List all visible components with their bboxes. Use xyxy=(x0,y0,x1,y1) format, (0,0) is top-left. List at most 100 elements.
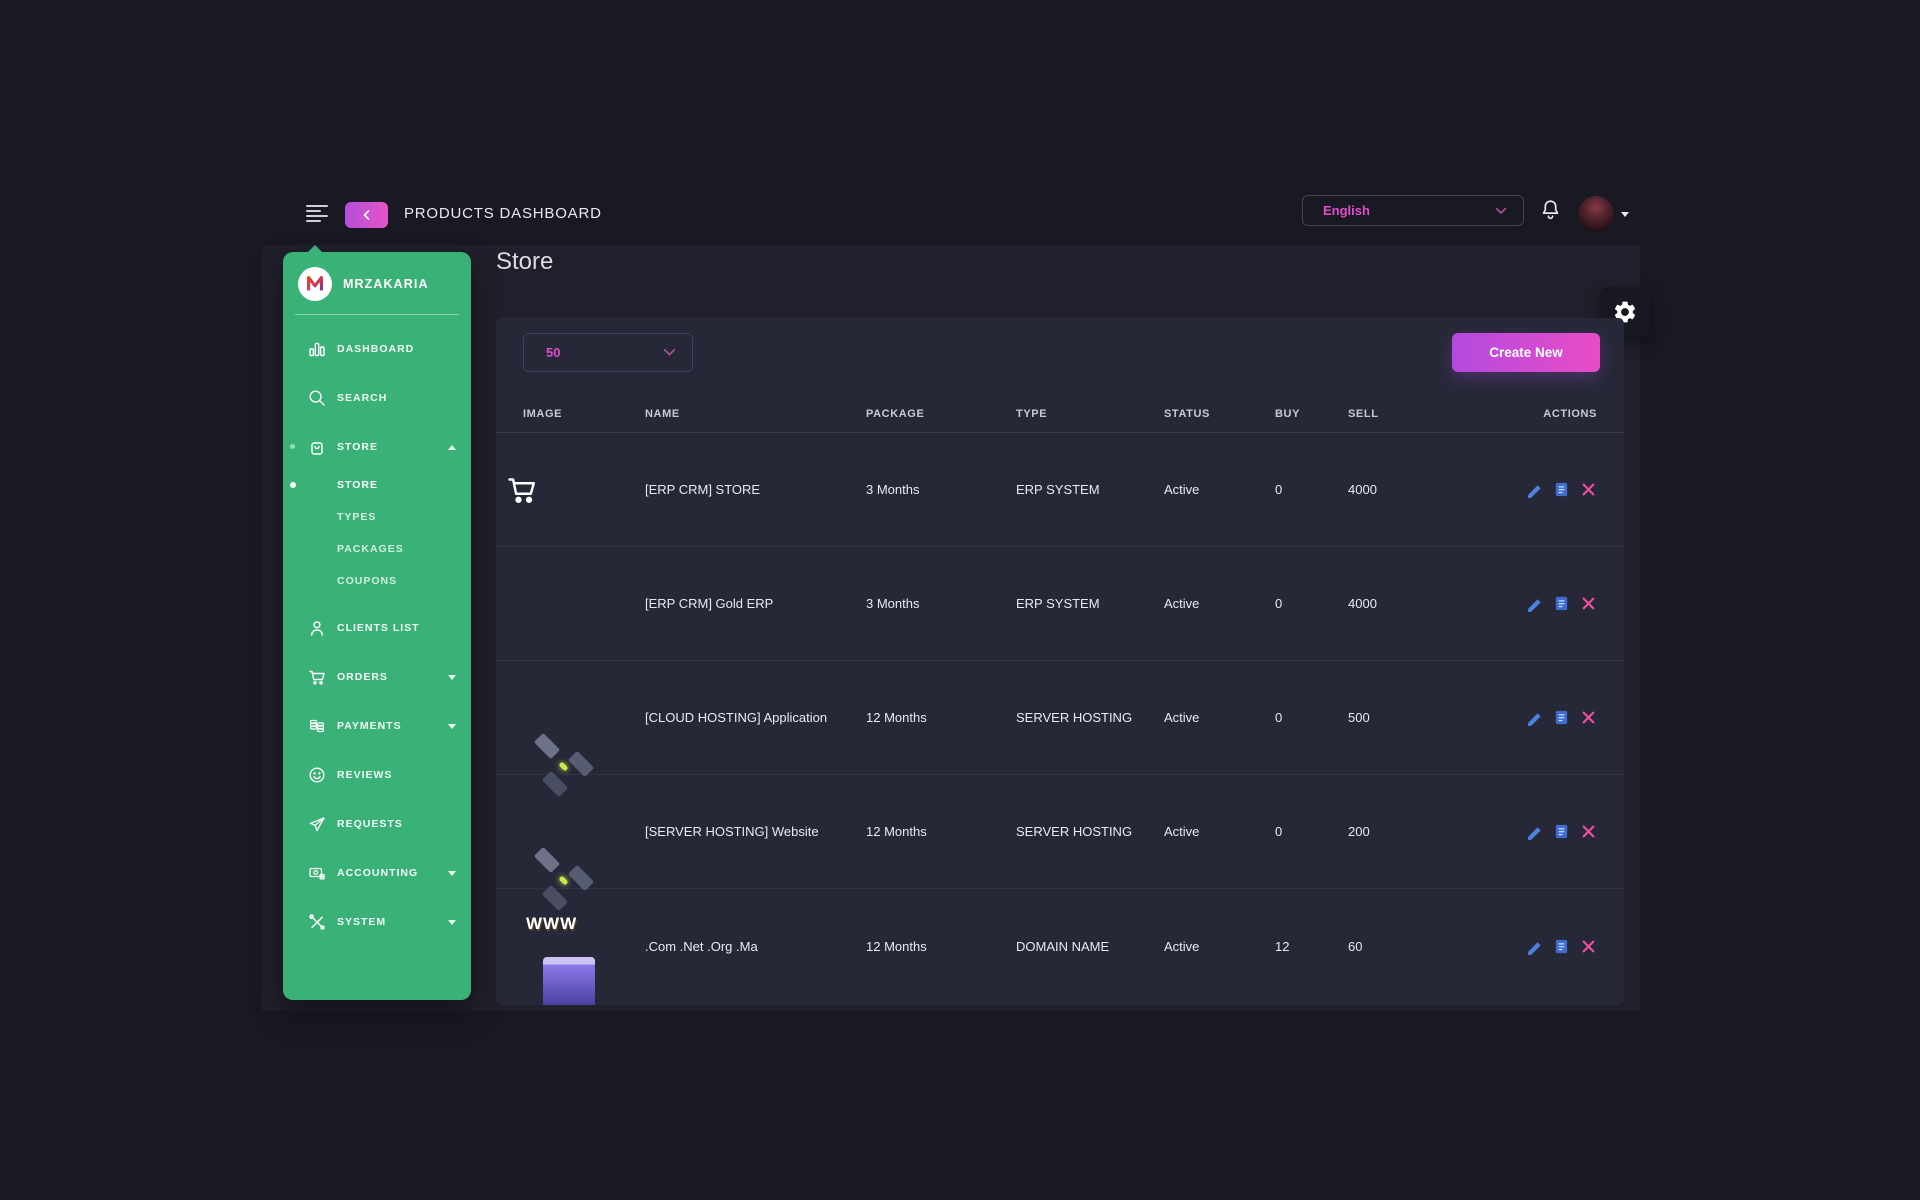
cell-sell: 60 xyxy=(1348,938,1363,954)
paper-plane-icon xyxy=(307,814,327,834)
smiley-icon xyxy=(307,765,327,785)
cell-name: [ERP CRM] STORE xyxy=(645,482,761,497)
caret-down-icon xyxy=(1621,212,1629,217)
search-icon xyxy=(307,388,327,408)
sidebar-subitem-store[interactable]: STORE xyxy=(283,469,471,501)
sidebar-item-label: REVIEWS xyxy=(337,768,393,781)
delete-x-icon[interactable] xyxy=(1579,937,1597,955)
person-icon xyxy=(307,618,327,638)
cell-type: SERVER HOSTING xyxy=(1016,824,1133,839)
sidebar-item-clients-list[interactable]: CLIENTS LIST xyxy=(283,603,471,652)
table-row: [CLOUD HOSTING] Application 12 Months SE… xyxy=(496,661,1624,797)
table-body: [ERP CRM] STORE 3 Months ERP SYSTEM Acti… xyxy=(496,433,1624,1005)
column-header-sell: SELL xyxy=(1348,407,1379,420)
sidebar-item-requests[interactable]: REQUESTS xyxy=(283,799,471,848)
cell-type: DOMAIN NAME xyxy=(1016,938,1110,954)
sidebar-item-label: CLIENTS LIST xyxy=(337,621,420,634)
chevron-left-icon xyxy=(363,210,369,220)
sidebar-subitem-packages[interactable]: PACKAGES xyxy=(283,533,471,565)
cell-buy: 0 xyxy=(1275,824,1283,839)
delete-x-icon[interactable] xyxy=(1579,481,1597,499)
cell-sell: 4000 xyxy=(1348,596,1377,611)
chevron-down-icon xyxy=(1495,207,1507,214)
caret-down-icon xyxy=(448,723,456,729)
sidebar-item-store[interactable]: STORE xyxy=(283,422,471,471)
cell-sell: 4000 xyxy=(1348,482,1377,497)
shopping-cart-icon xyxy=(307,667,327,687)
cell-buy: 12 xyxy=(1275,938,1290,954)
cell-package: 12 Months xyxy=(866,710,927,725)
gear-icon xyxy=(1614,301,1636,323)
bar-chart-icon xyxy=(307,339,327,359)
cell-type: ERP SYSTEM xyxy=(1016,482,1100,497)
sidebar-item-reviews[interactable]: REVIEWS xyxy=(283,750,471,799)
cell-status: Active xyxy=(1164,596,1200,611)
invoice-document-icon[interactable] xyxy=(1552,595,1570,613)
edit-pencil-icon[interactable] xyxy=(1525,481,1543,499)
sidebar-item-label: REQUESTS xyxy=(337,817,403,830)
delete-x-icon[interactable] xyxy=(1579,709,1597,727)
cell-sell: 200 xyxy=(1348,824,1370,839)
active-dot xyxy=(290,444,295,449)
column-header-buy: BUY xyxy=(1275,407,1301,420)
cell-status: Active xyxy=(1164,824,1200,839)
column-header-image: IMAGE xyxy=(523,407,563,420)
sidebar: MRZAKARIA DASHBOARD SEARCH STORE xyxy=(283,245,471,1000)
back-button[interactable] xyxy=(345,202,388,228)
avatar[interactable] xyxy=(1578,196,1614,232)
hamburger-menu-icon[interactable] xyxy=(306,205,330,223)
invoice-document-icon[interactable] xyxy=(1552,823,1570,841)
banknote-icon xyxy=(307,863,327,883)
cell-buy: 0 xyxy=(1275,482,1283,497)
language-value: English xyxy=(1323,203,1370,218)
per-page-select[interactable]: 50 xyxy=(523,333,693,372)
invoice-document-icon[interactable] xyxy=(1552,709,1570,727)
sidebar-subitem-coupons[interactable]: COUPONS xyxy=(283,565,471,597)
delete-x-icon[interactable] xyxy=(1579,823,1597,841)
invoice-document-icon[interactable] xyxy=(1552,481,1570,499)
cell-type: ERP SYSTEM xyxy=(1016,596,1100,611)
sidebar-item-label: ORDERS xyxy=(337,670,388,683)
sidebar-item-dashboard[interactable]: DASHBOARD xyxy=(283,324,471,373)
sidebar-item-system[interactable]: SYSTEM xyxy=(283,897,471,946)
sidebar-item-label: DASHBOARD xyxy=(337,342,415,355)
cell-name: [CLOUD HOSTING] Application xyxy=(645,710,828,725)
table-row: [ERP CRM] STORE 3 Months ERP SYSTEM Acti… xyxy=(496,433,1624,547)
brand[interactable]: MRZAKARIA xyxy=(283,252,471,314)
column-header-package: PACKAGE xyxy=(866,407,925,420)
cell-package: 12 Months xyxy=(866,938,927,954)
cell-name: [ERP CRM] Gold ERP xyxy=(645,596,774,611)
sidebar-item-orders[interactable]: ORDERS xyxy=(283,652,471,701)
sidebar-item-accounting[interactable]: ACCOUNTING xyxy=(283,848,471,897)
language-select[interactable]: English xyxy=(1302,195,1524,226)
delete-x-icon[interactable] xyxy=(1579,595,1597,613)
caret-down-icon xyxy=(448,919,456,925)
sidebar-item-label: SEARCH xyxy=(337,391,388,404)
edit-pencil-icon[interactable] xyxy=(1525,709,1543,727)
brand-name: MRZAKARIA xyxy=(343,277,429,291)
bell-icon[interactable] xyxy=(1538,197,1563,228)
cell-buy: 0 xyxy=(1275,596,1283,611)
chevron-down-icon xyxy=(663,348,676,356)
sidebar-menu: DASHBOARD SEARCH STORE STORE TYPES xyxy=(283,324,471,946)
create-new-button[interactable]: Create New xyxy=(1452,333,1600,372)
edit-pencil-icon[interactable] xyxy=(1525,823,1543,841)
sidebar-subitem-label: COUPONS xyxy=(337,575,398,587)
invoice-document-icon[interactable] xyxy=(1552,937,1570,955)
sidebar-item-search[interactable]: SEARCH xyxy=(283,373,471,422)
sidebar-item-label: PAYMENTS xyxy=(337,719,402,732)
sidebar-subitem-types[interactable]: TYPES xyxy=(283,501,471,533)
store-submenu: STORE TYPES PACKAGES COUPONS xyxy=(283,469,471,597)
sidebar-subitem-label: PACKAGES xyxy=(337,543,404,555)
store-table-card: 50 Create New IMAGE NAME PACKAGE TYPE ST… xyxy=(496,318,1624,1005)
sidebar-notch xyxy=(307,245,323,253)
caret-down-icon xyxy=(448,674,456,680)
page-header-title: PRODUCTS DASHBOARD xyxy=(404,205,602,222)
cell-package: 3 Months xyxy=(866,596,920,611)
sidebar-item-payments[interactable]: PAYMENTS xyxy=(283,701,471,750)
cell-package: 3 Months xyxy=(866,482,920,497)
edit-pencil-icon[interactable] xyxy=(1525,937,1543,955)
table-header: IMAGE NAME PACKAGE TYPE STATUS BUY SELL … xyxy=(496,395,1624,433)
cell-name: .Com .Net .Org .Ma xyxy=(645,938,758,954)
edit-pencil-icon[interactable] xyxy=(1525,595,1543,613)
